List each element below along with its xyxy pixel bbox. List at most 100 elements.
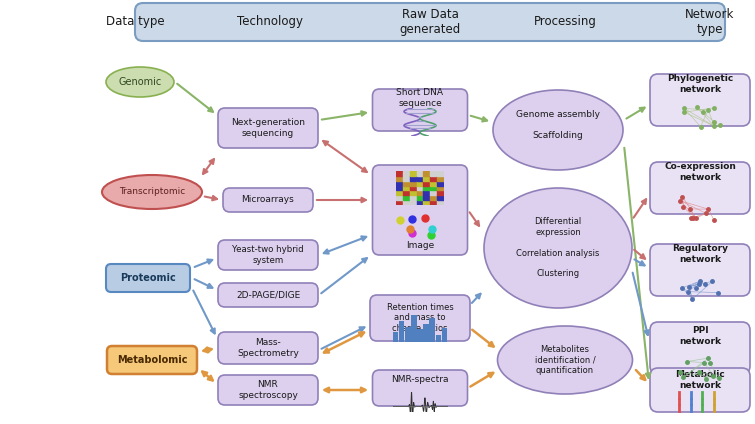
Text: Mass-
Spectrometry: Mass- Spectrometry bbox=[237, 338, 299, 358]
Text: NMR
spectroscopy: NMR spectroscopy bbox=[238, 380, 298, 400]
FancyBboxPatch shape bbox=[650, 322, 750, 374]
Bar bbox=[437, 190, 444, 195]
Bar bbox=[417, 186, 424, 190]
Text: Co-expression
network: Co-expression network bbox=[664, 162, 736, 182]
Bar bbox=[442, 328, 447, 342]
Bar bbox=[437, 200, 444, 205]
FancyBboxPatch shape bbox=[650, 244, 750, 296]
FancyBboxPatch shape bbox=[135, 3, 725, 41]
Bar bbox=[430, 176, 437, 181]
FancyBboxPatch shape bbox=[650, 162, 750, 214]
Bar bbox=[430, 181, 437, 186]
Bar bbox=[403, 186, 410, 190]
Bar bbox=[437, 171, 444, 176]
Text: PPI
network: PPI network bbox=[679, 326, 721, 346]
Text: NMR-spectra: NMR-spectra bbox=[391, 376, 448, 385]
Text: Processing: Processing bbox=[534, 16, 596, 28]
Bar bbox=[436, 335, 441, 342]
Bar bbox=[410, 195, 417, 200]
Bar bbox=[403, 171, 410, 176]
Bar bbox=[396, 190, 403, 195]
Bar bbox=[396, 171, 403, 176]
Text: Raw Data
generated: Raw Data generated bbox=[399, 8, 461, 36]
Text: Microarrays: Microarrays bbox=[242, 195, 294, 204]
Ellipse shape bbox=[484, 188, 632, 308]
Bar bbox=[403, 176, 410, 181]
Bar bbox=[430, 200, 437, 205]
Text: Genomic: Genomic bbox=[119, 77, 162, 87]
Bar bbox=[417, 171, 424, 176]
Bar bbox=[437, 186, 444, 190]
Text: Next-generation
sequencing: Next-generation sequencing bbox=[231, 118, 305, 138]
Bar bbox=[410, 171, 417, 176]
Bar bbox=[424, 181, 430, 186]
Bar bbox=[417, 190, 424, 195]
Bar bbox=[410, 200, 417, 205]
Bar bbox=[396, 176, 403, 181]
Bar bbox=[396, 200, 403, 205]
Bar bbox=[403, 181, 410, 186]
Ellipse shape bbox=[498, 326, 633, 394]
FancyBboxPatch shape bbox=[370, 295, 470, 341]
Bar bbox=[424, 186, 430, 190]
Bar bbox=[437, 181, 444, 186]
Text: Image: Image bbox=[406, 242, 434, 251]
FancyBboxPatch shape bbox=[107, 346, 197, 374]
Bar bbox=[403, 190, 410, 195]
Bar bbox=[393, 332, 399, 342]
Text: Metabolites
identification /
quantification: Metabolites identification / quantificat… bbox=[535, 345, 596, 375]
Bar bbox=[430, 195, 437, 200]
Bar bbox=[396, 181, 403, 186]
Bar bbox=[424, 190, 430, 195]
Bar bbox=[410, 186, 417, 190]
Text: Technology: Technology bbox=[237, 16, 303, 28]
Bar bbox=[430, 186, 437, 190]
Bar bbox=[424, 176, 430, 181]
Text: Differential
expression

Correlation analysis

Clustering: Differential expression Correlation anal… bbox=[516, 218, 599, 279]
Ellipse shape bbox=[106, 67, 174, 97]
Text: Network
type: Network type bbox=[686, 8, 735, 36]
Text: Retention times
and mass to
charge ratios: Retention times and mass to charge ratio… bbox=[387, 303, 453, 333]
FancyBboxPatch shape bbox=[218, 108, 318, 148]
Bar bbox=[417, 176, 424, 181]
Bar bbox=[430, 190, 437, 195]
Text: Metabolomic: Metabolomic bbox=[117, 355, 187, 365]
Text: Data type: Data type bbox=[106, 16, 165, 28]
FancyBboxPatch shape bbox=[218, 332, 318, 364]
Text: Short DNA
sequence: Short DNA sequence bbox=[396, 88, 443, 108]
Text: Regulatory
network: Regulatory network bbox=[672, 244, 728, 264]
Bar bbox=[424, 324, 429, 342]
Text: Phylogenetic
network: Phylogenetic network bbox=[667, 74, 733, 94]
Bar bbox=[410, 181, 417, 186]
Bar bbox=[411, 315, 417, 342]
FancyBboxPatch shape bbox=[650, 368, 750, 412]
Ellipse shape bbox=[102, 175, 202, 209]
Text: 2D-PAGE/DIGE: 2D-PAGE/DIGE bbox=[236, 290, 300, 299]
Bar bbox=[396, 186, 403, 190]
Bar bbox=[410, 190, 417, 195]
Bar bbox=[410, 176, 417, 181]
FancyBboxPatch shape bbox=[218, 283, 318, 307]
FancyBboxPatch shape bbox=[218, 240, 318, 270]
FancyBboxPatch shape bbox=[372, 165, 467, 255]
Bar bbox=[405, 326, 411, 342]
FancyBboxPatch shape bbox=[650, 74, 750, 126]
Bar bbox=[403, 200, 410, 205]
Bar bbox=[417, 195, 424, 200]
Bar bbox=[417, 181, 424, 186]
FancyBboxPatch shape bbox=[218, 375, 318, 405]
FancyBboxPatch shape bbox=[223, 188, 313, 212]
Bar bbox=[424, 171, 430, 176]
Bar bbox=[418, 329, 423, 342]
Text: Yeast-two hybrid
system: Yeast-two hybrid system bbox=[233, 245, 304, 265]
Text: Genome assembly

Scaffolding: Genome assembly Scaffolding bbox=[516, 110, 600, 140]
Text: Proteomic: Proteomic bbox=[120, 273, 176, 283]
Bar bbox=[399, 321, 405, 342]
Bar bbox=[437, 195, 444, 200]
Bar bbox=[424, 195, 430, 200]
Text: Metabolic
network: Metabolic network bbox=[675, 370, 725, 390]
Text: Transcriptomic: Transcriptomic bbox=[119, 187, 185, 196]
Bar bbox=[417, 200, 424, 205]
FancyBboxPatch shape bbox=[372, 370, 467, 406]
Bar bbox=[396, 195, 403, 200]
